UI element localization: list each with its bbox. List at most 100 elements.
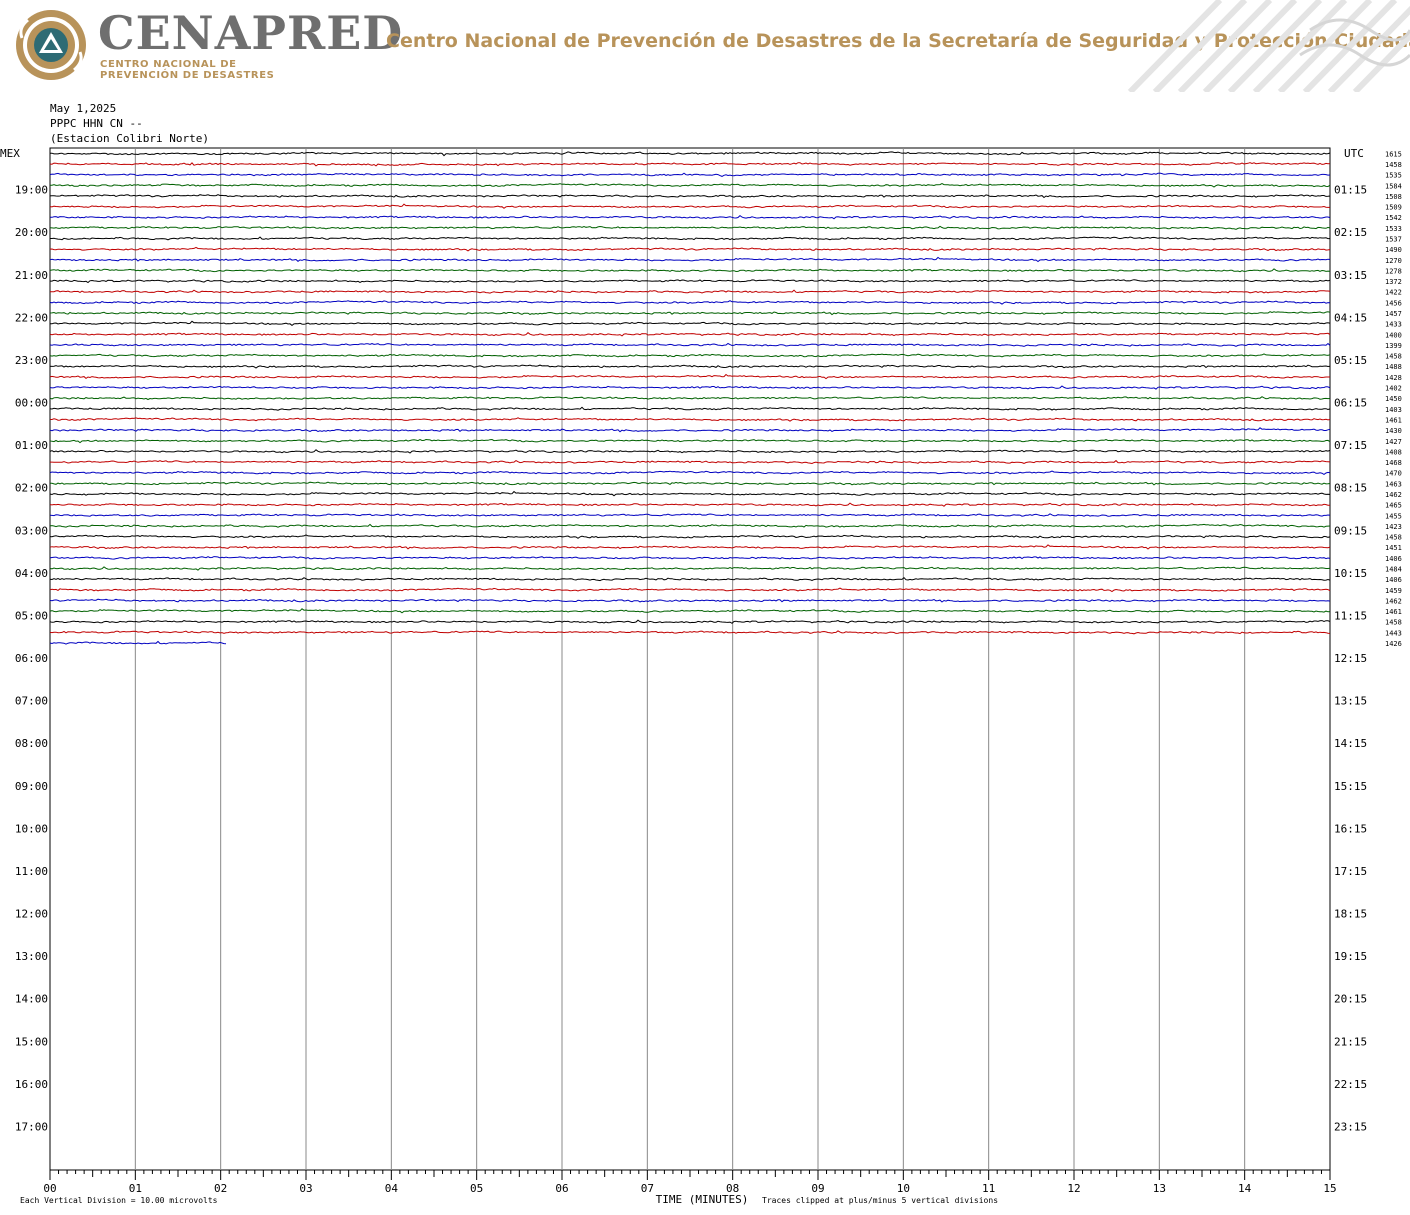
trace-row — [49, 470, 1331, 475]
x-axis-title: TIME (MINUTES) — [656, 1193, 749, 1206]
utc-hour-label: 09:15 — [1334, 524, 1367, 537]
trace-row — [50, 481, 1331, 486]
brand-wordmark: CENAPRED — [98, 6, 404, 60]
utc-hour-label: 01:15 — [1334, 184, 1367, 197]
trace-row — [49, 577, 1331, 582]
trace-row-value: 1458 — [1385, 161, 1402, 169]
trace-row-value: 1461 — [1385, 608, 1402, 616]
trace-row — [49, 151, 1331, 157]
utc-hour-label: 12:15 — [1334, 652, 1367, 665]
mex-hour-label: 14:00 — [15, 993, 48, 1006]
trace-row — [49, 332, 1331, 337]
mex-hour-label: 03:00 — [15, 524, 48, 537]
trace-row — [49, 566, 1331, 571]
trace-row-value: 1400 — [1385, 331, 1402, 339]
x-tick-label: 06 — [555, 1182, 568, 1195]
trace-row-value: 1450 — [1385, 395, 1402, 403]
utc-hour-label: 04:15 — [1334, 311, 1367, 324]
utc-hour-label: 16:15 — [1334, 822, 1367, 835]
trace-row-value: 1465 — [1385, 502, 1402, 510]
trace-row — [49, 246, 1331, 252]
trace-row-value: 1433 — [1385, 321, 1402, 329]
trace-row-value: 1455 — [1385, 512, 1402, 520]
trace-row — [49, 256, 1331, 263]
trace-row-value: 1459 — [1385, 587, 1402, 595]
trace-row — [49, 427, 1331, 433]
trace-row — [49, 449, 1331, 454]
trace-row — [49, 268, 1331, 273]
trace-row-value: 1462 — [1385, 491, 1402, 499]
trace-row — [49, 342, 1331, 347]
trace-row — [49, 373, 1330, 380]
x-tick-label: 13 — [1153, 1182, 1166, 1195]
trace-row — [49, 214, 1331, 220]
trace-row-value: 1509 — [1385, 204, 1402, 212]
mex-hour-label: 01:00 — [15, 439, 48, 452]
utc-hour-label: 19:15 — [1334, 950, 1367, 963]
trace-row-value: 1458 — [1385, 353, 1402, 361]
utc-hour-label: 10:15 — [1334, 567, 1367, 580]
trace-row — [49, 587, 1331, 593]
trace-row — [49, 203, 1330, 209]
trace-row — [49, 523, 1331, 528]
trace-row — [49, 364, 1331, 369]
trace-row-value: 1372 — [1385, 278, 1402, 286]
footnote-clipping: Traces clipped at plus/minus 5 vertical … — [762, 1196, 999, 1205]
x-tick-label: 11 — [982, 1182, 995, 1195]
mex-hour-label: 13:00 — [15, 950, 48, 963]
trace-row — [49, 619, 1331, 624]
trace-row — [49, 396, 1331, 401]
utc-hour-label: 02:15 — [1334, 226, 1367, 239]
mex-hour-label: 20:00 — [15, 226, 48, 239]
trace-row-value: 1406 — [1385, 576, 1402, 584]
footnote-scale: Each Vertical Division = 10.00 microvolt… — [20, 1196, 218, 1205]
station-name: (Estacion Colibri Norte) — [50, 132, 209, 145]
mex-hour-label: 17:00 — [15, 1120, 48, 1133]
trace-row-value: 1430 — [1385, 427, 1402, 435]
x-tick-label: 10 — [897, 1182, 910, 1195]
trace-row-value: 1462 — [1385, 597, 1402, 605]
trace-row-value: 1423 — [1385, 523, 1402, 531]
mex-hour-label: 11:00 — [15, 865, 48, 878]
trace-row — [49, 490, 1331, 497]
x-tick-label: 00 — [43, 1182, 56, 1195]
trace-row-value: 1533 — [1385, 225, 1402, 233]
trace-row-value: 1406 — [1385, 555, 1402, 563]
utc-hour-label: 14:15 — [1334, 737, 1367, 750]
utc-hour-label: 23:15 — [1334, 1120, 1367, 1133]
trace-row — [49, 406, 1331, 411]
x-tick-label: 03 — [299, 1182, 312, 1195]
utc-hour-label: 05:15 — [1334, 354, 1367, 367]
mex-hour-label: 08:00 — [15, 737, 48, 750]
trace-row-value: 1488 — [1385, 363, 1402, 371]
utc-hour-label: 17:15 — [1334, 865, 1367, 878]
trace-row — [49, 438, 1331, 444]
trace-row — [49, 162, 1331, 167]
trace-row — [50, 459, 1331, 465]
brand-subtitle: CENTRO NACIONAL DE PREVENCIÓN DE DESASTR… — [100, 59, 274, 81]
mex-hour-label: 23:00 — [15, 354, 48, 367]
trace-row-value: 1443 — [1385, 629, 1402, 637]
mex-hour-label: 19:00 — [15, 184, 48, 197]
trace-row-value: 1458 — [1385, 534, 1402, 542]
x-tick-label: 15 — [1323, 1182, 1336, 1195]
trace-row — [49, 544, 1331, 550]
trace-row-value: 1408 — [1385, 448, 1402, 456]
trace-row — [49, 502, 1330, 507]
utc-hour-label: 06:15 — [1334, 397, 1367, 410]
trace-row-value: 1508 — [1385, 193, 1402, 201]
trace-row-value: 1484 — [1385, 566, 1402, 574]
x-tick-label: 02 — [214, 1182, 227, 1195]
trace-row-value: 1270 — [1385, 257, 1402, 265]
trace-row-value: 1537 — [1385, 235, 1402, 243]
trace-row — [49, 311, 1331, 316]
trace-row-value: 1426 — [1385, 640, 1402, 648]
trace-row-value: 1615 — [1385, 150, 1402, 158]
brand-subtitle-line1: CENTRO NACIONAL DE — [100, 59, 237, 70]
trace-row — [49, 385, 1331, 390]
trace-row — [49, 640, 227, 645]
trace-row — [50, 279, 1331, 284]
trace-row-value: 1463 — [1385, 480, 1402, 488]
mex-hour-label: 06:00 — [15, 652, 48, 665]
